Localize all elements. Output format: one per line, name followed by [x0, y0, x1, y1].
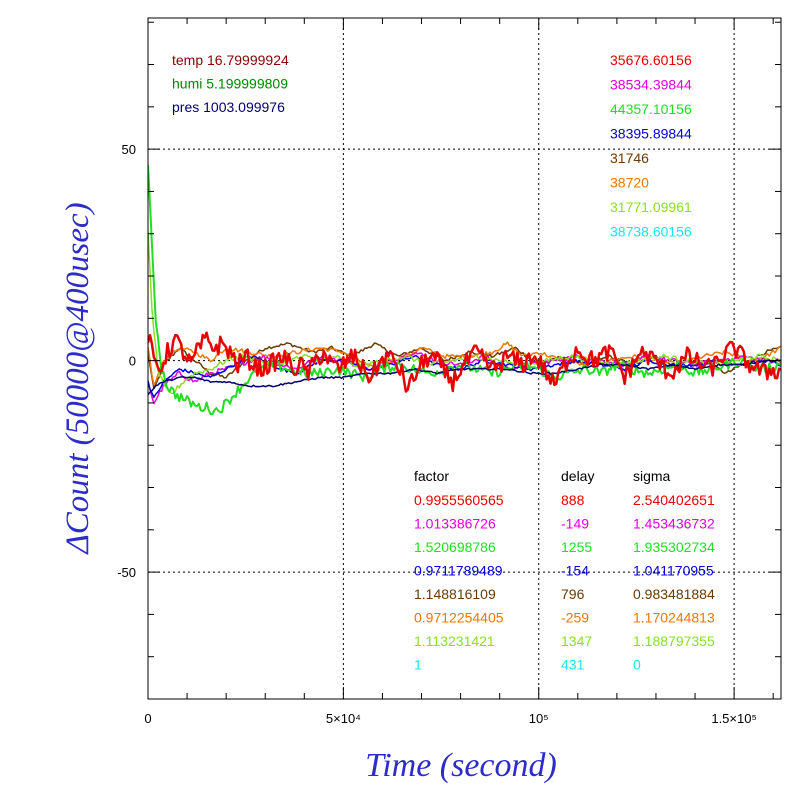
series-total-label: 31746	[610, 150, 649, 166]
table-cell-delay: -149	[561, 516, 589, 532]
table-cell-sigma: 1.188797355	[633, 633, 715, 649]
plot-frame	[147, 17, 782, 700]
table-cell-factor: 0.9711789489	[414, 563, 503, 579]
env-label: pres 1003.099976	[172, 99, 285, 115]
series-total-label: 38534.39844	[610, 77, 692, 93]
table-header: factor	[414, 468, 449, 484]
x-tick-label: 1.5×10⁵	[711, 711, 757, 726]
table-cell-factor: 1.520698786	[414, 539, 496, 555]
table-cell-sigma: 0	[633, 657, 641, 673]
series-total-label: 35676.60156	[610, 52, 692, 68]
table-cell-sigma: 2.540402651	[633, 492, 715, 508]
table-cell-factor: 0.9712254405	[414, 610, 504, 626]
x-tick-label: 0	[144, 711, 151, 726]
table-cell-factor: 1	[414, 657, 422, 673]
x-tick-label: 5×10⁴	[326, 711, 361, 726]
table-cell-factor: 1.013386726	[414, 516, 496, 532]
minor-tick-layer	[148, 18, 781, 699]
table-cell-sigma: 0.983481884	[633, 586, 715, 602]
series-total-label: 38395.89844	[610, 126, 692, 142]
table-cell-delay: 1255	[561, 539, 592, 555]
series-total-label: 31771.09961	[610, 199, 692, 215]
table-cell-delay: 796	[561, 586, 585, 602]
y-tick-label: 50	[122, 142, 136, 157]
tick-label-layer: 0 5×10⁴ 10⁵ 1.5×10⁵ 50 0 -50	[117, 142, 757, 726]
series-total-label: 38720	[610, 175, 649, 191]
y-axis-title: ΔCount (50000@400usec)	[60, 202, 96, 555]
table-cell-delay: 431	[561, 657, 585, 673]
y-tick-label: -50	[117, 565, 136, 580]
x-axis-title: Time (second)	[365, 747, 557, 784]
table-cell-delay: -154	[561, 563, 589, 579]
table-header: delay	[561, 468, 594, 484]
table-cell-factor: 1.113231421	[414, 633, 495, 649]
table-cell-sigma: 1.935302734	[633, 539, 715, 555]
table-header: sigma	[633, 468, 671, 484]
env-label: temp 16.79999924	[172, 52, 289, 68]
series-total-label: 38738.60156	[610, 224, 692, 240]
x-tick-label: 10⁵	[529, 711, 549, 726]
plot-layer	[148, 164, 781, 416]
table-cell-sigma: 1.453436732	[633, 516, 715, 532]
table-cell-factor: 0.9955560565	[414, 492, 504, 508]
y-tick-label: 0	[129, 354, 136, 369]
series-total-label: 44357.10156	[610, 101, 692, 117]
table-cell-delay: -259	[561, 610, 589, 626]
series-line	[148, 331, 781, 393]
table-cell-delay: 888	[561, 492, 585, 508]
table-cell-sigma: 1.041170955	[633, 563, 714, 579]
annotation-layer: temp 16.79999924 humi 5.199999809 pres 100…	[172, 52, 715, 673]
table-cell-delay: 1347	[561, 633, 592, 649]
table-cell-factor: 1.148816109	[414, 586, 496, 602]
table-cell-sigma: 1.170244813	[633, 610, 715, 626]
env-label: humi 5.199999809	[172, 76, 288, 92]
